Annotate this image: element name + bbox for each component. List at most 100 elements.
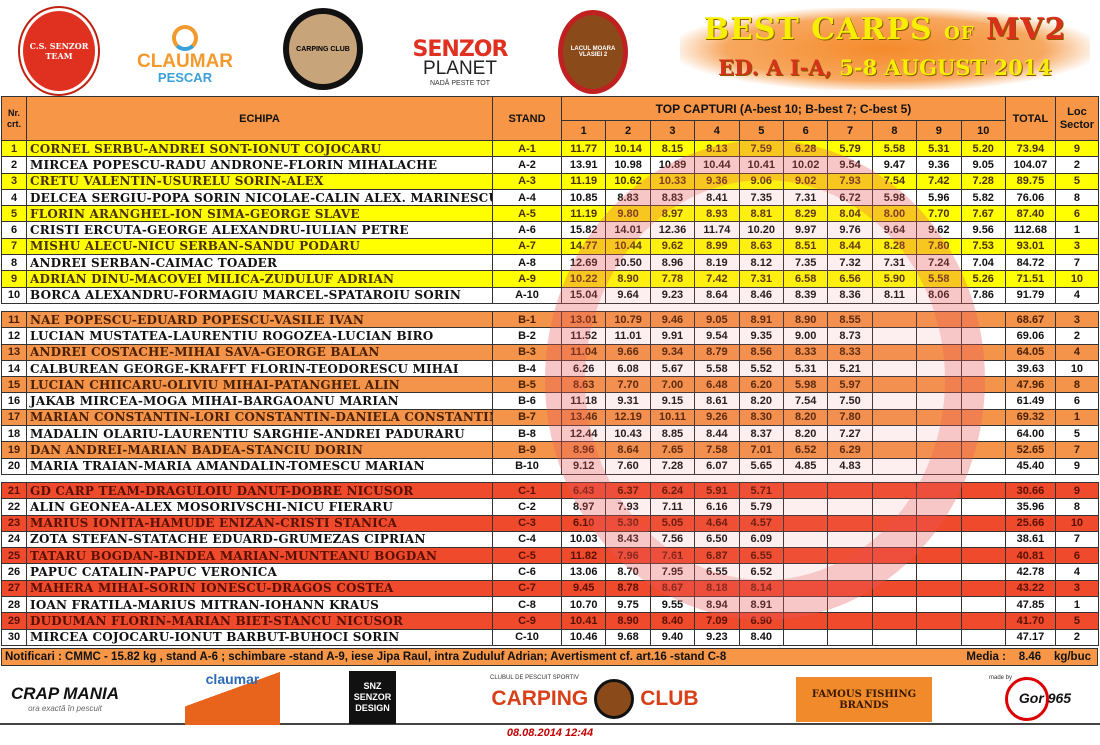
total-weight: 64.00 xyxy=(1004,425,1056,443)
col-stand-header: STAND xyxy=(492,96,562,141)
sector-rank: 5 xyxy=(1054,172,1099,190)
table-row: 22 ALIN GEONEA-ALEX MOSORIVSCHI-NICU FIER… xyxy=(1,498,1099,516)
catch-weight xyxy=(960,612,1006,630)
catch-weight: 8.64 xyxy=(605,441,651,459)
catch-weight: 6.58 xyxy=(782,270,829,288)
team-name: DAN ANDREI-MARIAN BADEA-STANCIU DORIN xyxy=(26,441,493,459)
catch-weight: 6.87 xyxy=(694,547,740,565)
table-row: 9 ADRIAN DINU-MACOVEI MILICA-ZUDULUF ADRI… xyxy=(1,270,1099,288)
catch-weight: 6.16 xyxy=(694,498,740,516)
catch-weight: 5.65 xyxy=(738,457,784,475)
team-name: PAPUC CATALIN-PAPUC VERONICA xyxy=(26,563,493,581)
row-number: 8 xyxy=(1,254,27,272)
row-number: 5 xyxy=(1,205,27,223)
catch-weight xyxy=(916,596,962,614)
catch-weight xyxy=(871,579,918,598)
catch-weight xyxy=(916,547,962,565)
catch-weight: 15.82 xyxy=(560,221,607,239)
catch-weight: 5.90 xyxy=(871,270,918,288)
row-number: 16 xyxy=(1,392,27,410)
catch-weight: 8.04 xyxy=(827,205,873,223)
catch-weight: 7.11 xyxy=(649,498,696,516)
catch-weight xyxy=(782,596,829,614)
row-number: 21 xyxy=(1,481,27,500)
claumar-ring-icon xyxy=(172,25,198,51)
notifications-bar: Notificari : CMMC - 15.82 kg , stand A-6… xyxy=(1,648,1098,666)
catch-weight xyxy=(960,628,1006,646)
catch-weight: 8.61 xyxy=(694,392,740,410)
crap-mania-tagline: ora exactă în pescuit xyxy=(28,703,102,713)
catch-weight xyxy=(827,547,873,565)
catch-weight: 7.31 xyxy=(782,188,829,207)
catch-weight xyxy=(916,359,962,378)
catch-weight: 6.28 xyxy=(782,139,829,158)
catch-weight: 11.77 xyxy=(560,139,607,158)
catch-weight: 9.64 xyxy=(605,286,651,304)
stand: A-7 xyxy=(492,237,562,256)
catch-weight: 14.01 xyxy=(605,221,651,239)
row-number: 27 xyxy=(1,579,27,598)
catch-weight xyxy=(916,376,962,394)
catch-weight: 8.19 xyxy=(694,254,740,272)
total-weight: 47.96 xyxy=(1004,376,1056,394)
catch-weight: 9.56 xyxy=(960,221,1006,239)
catch-weight: 10.89 xyxy=(649,156,696,174)
catch-weight xyxy=(871,376,918,394)
catch-weight xyxy=(960,441,1006,459)
catch-weight: 7.09 xyxy=(694,612,740,630)
catch-weight: 7.95 xyxy=(649,563,696,581)
stand: A-2 xyxy=(492,156,562,174)
catch-weight xyxy=(782,547,829,565)
row-number: 12 xyxy=(1,327,27,345)
catch-weight: 6.55 xyxy=(738,547,784,565)
team-name: NAE POPESCU-EDUARD POPESCU-VASILE IVAN xyxy=(26,310,493,329)
table-row: 2 MIRCEA POPESCU-RADU ANDRONE-FLORIN MIHA… xyxy=(1,156,1099,174)
catch-weight: 5.05 xyxy=(649,514,696,532)
row-number: 13 xyxy=(1,343,27,361)
catch-weight: 10.79 xyxy=(605,310,651,329)
catch-weight: 11.52 xyxy=(560,327,607,345)
table-row: 13 ANDREI COSTACHE-MIHAI SAVA-GEORGE BALA… xyxy=(1,343,1099,361)
catch-weight: 8.70 xyxy=(605,563,651,581)
team-name: JAKAB MIRCEA-MOGA MIHAI-BARGAOANU MARIAN xyxy=(26,392,493,410)
table-row: 6 CRISTI ERCUTA-GEORGE ALEXANDRU-IULIAN P… xyxy=(1,221,1099,239)
catch-weight xyxy=(782,579,829,598)
catch-weight: 9.47 xyxy=(871,156,918,174)
team-name: CALBUREAN GEORGE-KRAFFT FLORIN-TEODORESC… xyxy=(26,359,493,378)
stand: B-5 xyxy=(492,376,562,394)
sector-rank: 8 xyxy=(1054,376,1099,394)
catch-weight xyxy=(871,547,918,565)
total-weight: 69.06 xyxy=(1004,327,1056,345)
total-weight: 45.40 xyxy=(1004,457,1056,475)
catch-weight xyxy=(960,359,1006,378)
catch-weight xyxy=(916,481,962,500)
total-weight: 89.75 xyxy=(1004,172,1056,190)
table-row: 30 MIRCEA COJOCARU-IONUT BARBUT-BUHOCI SO… xyxy=(1,628,1099,646)
stand: A-6 xyxy=(492,221,562,239)
catch-weight: 5.79 xyxy=(827,139,873,158)
catch-weight: 7.61 xyxy=(649,547,696,565)
catch-weight: 8.78 xyxy=(605,579,651,598)
catch-weight: 7.54 xyxy=(782,392,829,410)
catch-weight xyxy=(960,327,1006,345)
catch-weight: 10.33 xyxy=(649,172,696,190)
catch-weight: 8.63 xyxy=(560,376,607,394)
carping-text: CARPING xyxy=(491,687,589,710)
catch-weight: 7.01 xyxy=(738,441,784,459)
catch-weight: 10.03 xyxy=(560,530,607,549)
catch-weight: 5.98 xyxy=(782,376,829,394)
team-name: TATARU BOGDAN-BINDEA MARIAN-MUNTEANU BOG… xyxy=(26,547,493,565)
table-row: 11 NAE POPESCU-EDUARD POPESCU-VASILE IVAN… xyxy=(1,310,1099,329)
catch-weight: 9.62 xyxy=(649,237,696,256)
catch-weight: 7.96 xyxy=(605,547,651,565)
catch-weight: 7.59 xyxy=(738,139,784,158)
table-row: 7 MISHU ALECU-NICU SERBAN-SANDU PODARU A-7… xyxy=(1,237,1099,256)
sector-rank: 7 xyxy=(1054,530,1099,549)
catch-weight: 7.28 xyxy=(649,457,696,475)
team-name: MIRCEA COJOCARU-IONUT BARBUT-BUHOCI SORI… xyxy=(26,628,493,646)
catch-weight: 7.04 xyxy=(960,254,1006,272)
catch-weight: 7.56 xyxy=(649,530,696,549)
made-by-text: made by xyxy=(989,675,1013,681)
catch-weight: 9.80 xyxy=(605,205,651,223)
catch-col-header: 2 xyxy=(605,120,651,141)
